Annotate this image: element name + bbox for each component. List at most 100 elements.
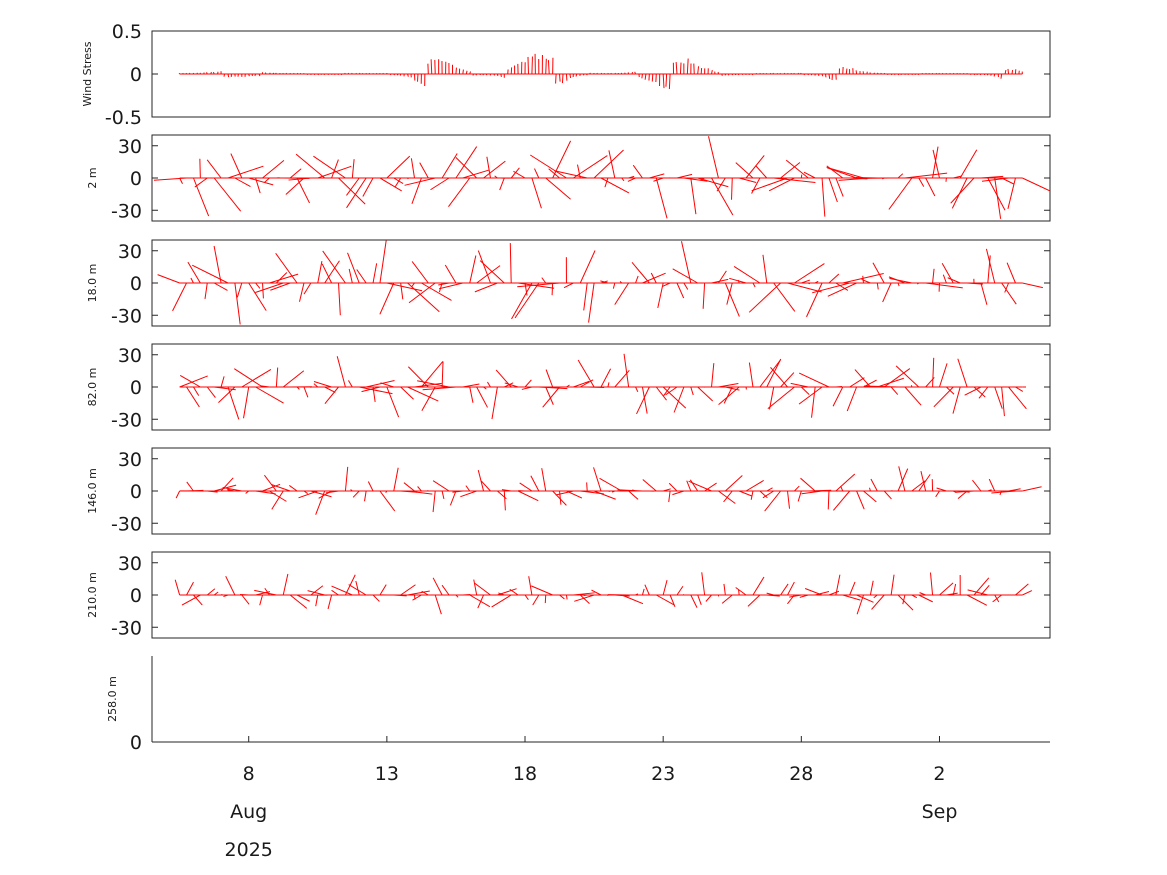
- stick-vector: [262, 282, 264, 299]
- stick-vector: [503, 490, 506, 511]
- stick-vector: [967, 282, 983, 285]
- stick-vector: [946, 592, 958, 596]
- stick-vector: [487, 381, 491, 388]
- y-tick-label: 0: [130, 732, 142, 754]
- stick-vector: [735, 587, 747, 596]
- stick-vector: [987, 255, 991, 284]
- stick-series: [178, 53, 1023, 90]
- stick-vector: [872, 262, 885, 284]
- stick-vector: [941, 262, 954, 284]
- stick-vector: [663, 488, 671, 492]
- stick-vector: [959, 149, 978, 179]
- stick-vector: [911, 594, 918, 599]
- stick-vector: [932, 146, 939, 179]
- stick-vector: [462, 169, 490, 179]
- stick-vector: [227, 73, 230, 78]
- stick-vector: [738, 589, 740, 596]
- stick-vector: [846, 386, 858, 412]
- y-tick-label: 0: [130, 585, 142, 607]
- stick-vector: [206, 159, 222, 179]
- stick-vector: [275, 72, 277, 75]
- stick-vector: [800, 477, 816, 492]
- x-tick-label: 8: [243, 763, 255, 785]
- x-tick-label: 28: [789, 763, 813, 785]
- stick-vector: [404, 177, 436, 186]
- y-tick-label: 30: [118, 136, 142, 158]
- stick-vector: [563, 282, 574, 289]
- stick-vector: [890, 73, 893, 76]
- stick-vector: [904, 172, 948, 179]
- stick-vector: [918, 474, 931, 492]
- stick-vector: [338, 177, 366, 205]
- stick-vector: [704, 482, 717, 492]
- stick-vector: [236, 282, 243, 298]
- stick-vector: [987, 489, 992, 492]
- y-axis-label: 18.0 m: [86, 264, 99, 303]
- stick-vector: [918, 594, 933, 603]
- stick-vector: [748, 73, 750, 76]
- stick-vector: [579, 594, 590, 605]
- stick-vector: [243, 386, 250, 419]
- stick-vector: [493, 73, 495, 76]
- stick-vector: [188, 72, 191, 75]
- stick-vector: [186, 581, 194, 596]
- stick-vector: [800, 72, 802, 75]
- stick-vector: [393, 467, 399, 492]
- stick-vector: [400, 584, 416, 596]
- stick-vector: [835, 385, 843, 388]
- stick-vector: [181, 594, 201, 606]
- stick-vector: [718, 270, 727, 284]
- stick-vector: [248, 73, 250, 77]
- stick-vector: [248, 177, 274, 186]
- stick-vector: [773, 177, 816, 183]
- stick-vector: [552, 490, 567, 506]
- stick-vector: [925, 177, 936, 197]
- stick-vector: [315, 594, 319, 607]
- stick-vector: [351, 72, 353, 75]
- stick-vector: [186, 481, 194, 492]
- stick-vector: [465, 485, 471, 492]
- stick-vector: [957, 490, 968, 500]
- stick-series: [175, 466, 1042, 515]
- stick-vector: [897, 173, 904, 179]
- panel-3: 30 0 -30 18.0 m: [86, 239, 1051, 327]
- stick-vector: [990, 73, 992, 76]
- stick-vector: [600, 72, 603, 75]
- stick-vector: [462, 383, 480, 388]
- stick-vector: [588, 282, 595, 323]
- stick-vector: [869, 487, 871, 492]
- stick-vector: [586, 482, 588, 492]
- stick-vector: [627, 177, 636, 182]
- stick-vector: [755, 165, 768, 179]
- stick-vector: [932, 357, 935, 388]
- y-tick-label: 30: [118, 241, 142, 263]
- stick-vector: [789, 594, 802, 598]
- stick-vector: [681, 241, 692, 284]
- panel-2: 30 0 -30 2 m: [86, 134, 1051, 222]
- stick-vector: [883, 368, 911, 388]
- stick-vector: [476, 265, 501, 284]
- stick-vector: [317, 73, 319, 76]
- stick-vector: [193, 386, 200, 396]
- stick-vector: [346, 177, 367, 209]
- stick-vector: [702, 282, 706, 309]
- stick-vector: [528, 576, 533, 596]
- stick-vector: [323, 73, 326, 76]
- stick-vector: [797, 490, 802, 502]
- stick-vector: [379, 490, 396, 512]
- stick-vector: [573, 155, 608, 179]
- stick-vector: [175, 490, 181, 499]
- y-tick-label: 0.5: [112, 21, 142, 43]
- stick-vector: [942, 274, 947, 284]
- stick-vector: [455, 594, 459, 598]
- stick-vector: [876, 72, 879, 75]
- stick-vector: [1022, 177, 1050, 192]
- stick-vector: [688, 480, 712, 492]
- stick-vector: [679, 62, 682, 75]
- stick-vector: [566, 384, 570, 388]
- stick-vector: [845, 68, 848, 75]
- stick-vector: [828, 590, 840, 596]
- stick-vector: [380, 382, 394, 388]
- stick-vector: [600, 280, 609, 284]
- stick-vector: [933, 386, 954, 408]
